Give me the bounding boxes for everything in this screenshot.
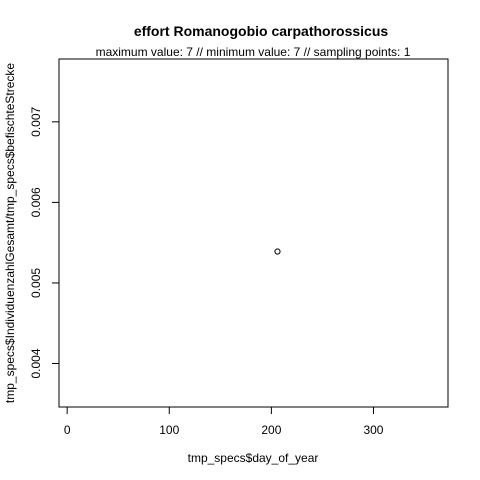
x-tick-label: 0	[64, 423, 71, 437]
x-tick-label: 100	[159, 423, 179, 437]
y-tick-label: 0.007	[29, 106, 43, 136]
y-tick-label: 0.006	[29, 187, 43, 217]
chart-subtitle: maximum value: 7 // minimum value: 7 // …	[96, 45, 411, 59]
x-axis-label: tmp_specs$day_of_year	[188, 451, 319, 465]
y-tick-label: 0.005	[29, 268, 43, 298]
x-tick-label: 200	[261, 423, 281, 437]
x-axis: 0 100 200 300	[64, 406, 384, 437]
x-tick-label: 300	[363, 423, 383, 437]
y-axis-label: tmp_specs$IndividuenzahlGesamt/tmp_specs…	[3, 63, 17, 404]
plot-frame	[58, 58, 449, 408]
data-point	[274, 248, 281, 255]
y-axis: 0.004 0.005 0.006 0.007	[29, 106, 60, 379]
y-tick-label: 0.004	[29, 348, 43, 378]
data-points	[274, 248, 281, 255]
chart-title: effort Romanogobio carpathorossicus	[134, 23, 389, 39]
